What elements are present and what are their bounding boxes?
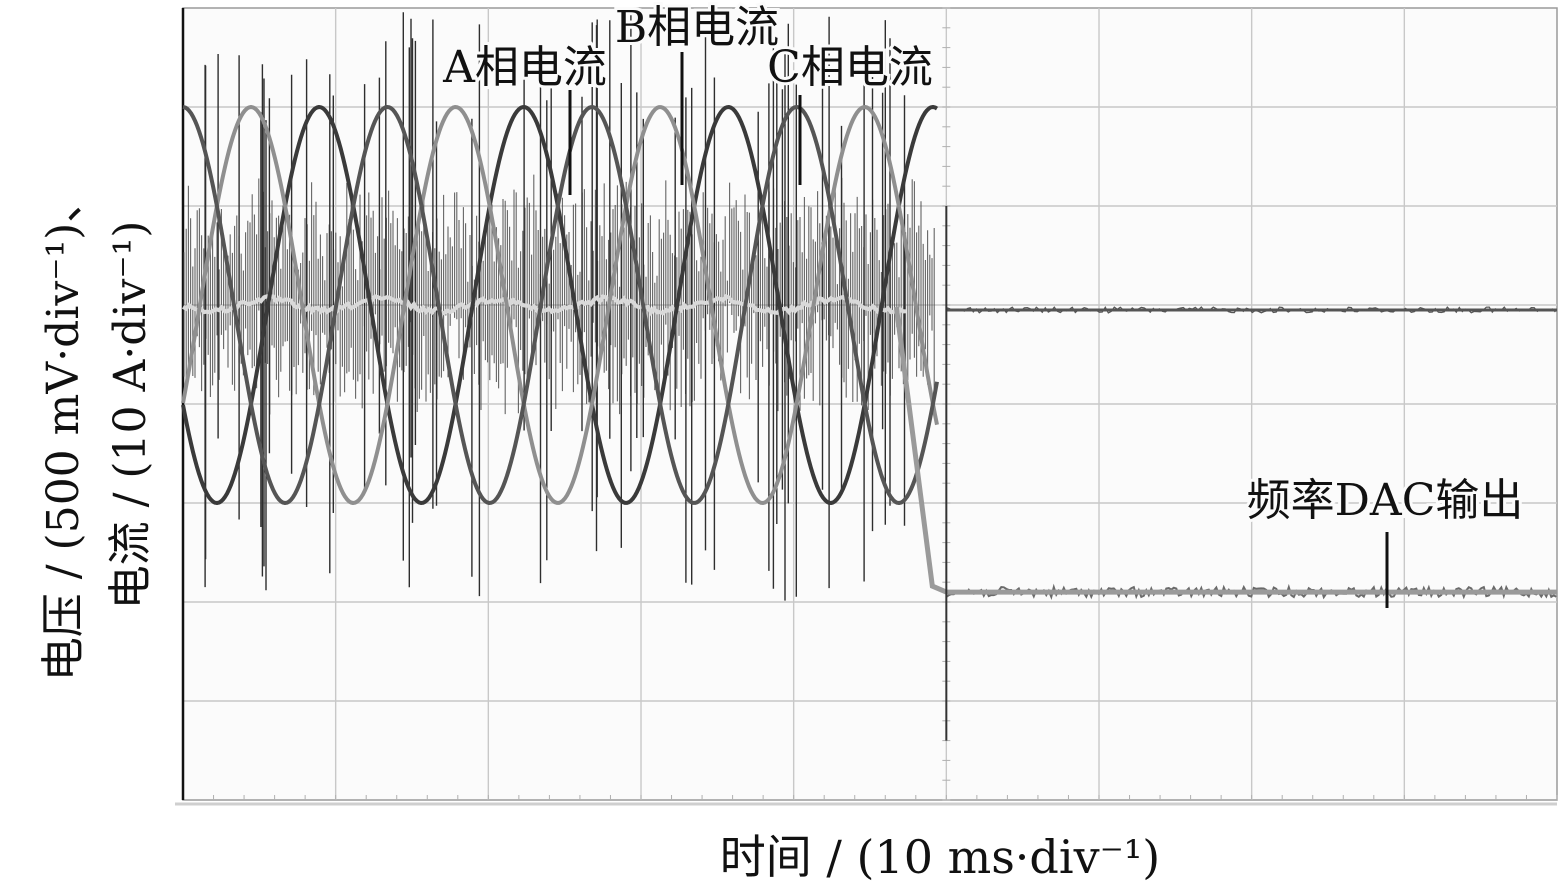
traces — [181, 12, 1557, 741]
x-axis-label: 时间 / (10 ms·div⁻¹) — [720, 830, 1161, 884]
y-axis-label-current: 电流 / (10 A·div⁻¹) — [105, 221, 156, 610]
series-line-phase-2 — [181, 105, 939, 505]
annotation-dac-output-label: 频率DAC输出 — [1247, 475, 1524, 526]
series-line-phase-3 — [182, 105, 939, 505]
annotation-phase-c-label: C相电流 — [767, 42, 933, 93]
series-line-phase-1 — [181, 105, 939, 505]
dac-transition — [893, 306, 948, 595]
annotation-phase-b-label: B相电流 — [615, 2, 779, 53]
upper-level-noise — [946, 305, 1556, 314]
noise-spikes — [204, 12, 906, 601]
y-axis-label-voltage: 电压 / (500 mV·div⁻¹)、 — [38, 179, 89, 682]
annotation-phase-a-label: A相电流 — [442, 42, 607, 93]
